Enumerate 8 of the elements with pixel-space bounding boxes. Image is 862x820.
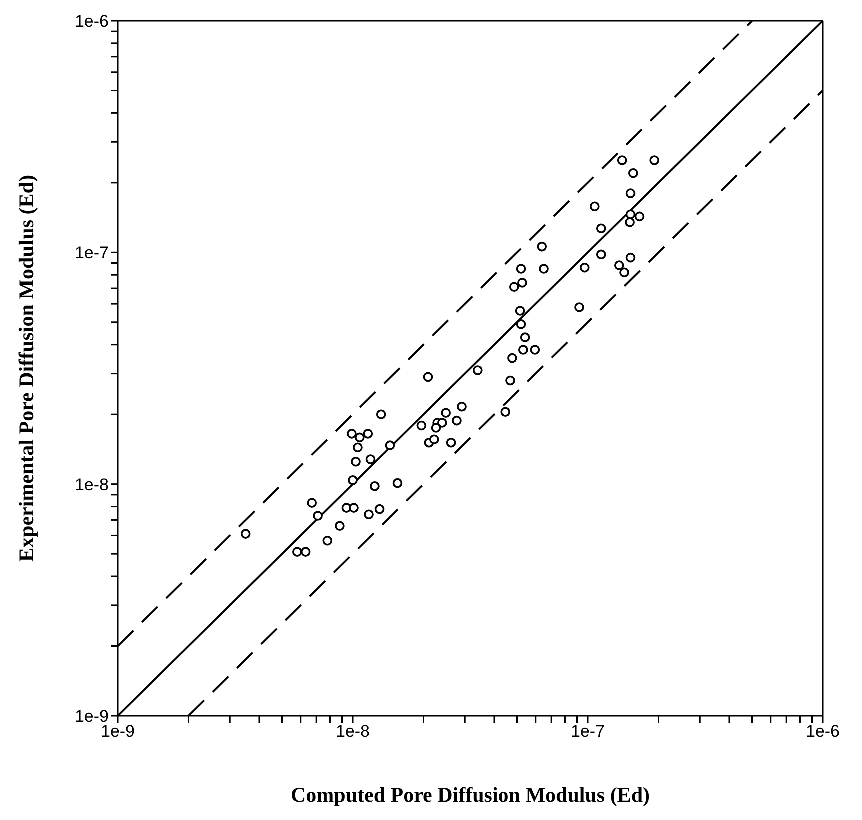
x-tick-label: 1e-8: [336, 722, 370, 742]
x-axis-title: Computed Pore Diffusion Modulus (Ed): [291, 783, 650, 807]
y-tick-label: 1e-7: [74, 244, 109, 263]
y-tick-label: 1e-8: [74, 475, 109, 494]
y-tick-label: 1e-6: [74, 12, 109, 32]
x-tick-label: 1e-6: [806, 722, 840, 742]
x-tick-label: 1e-7: [570, 722, 606, 742]
y-axis-title: Experimental Pore Diffusion Modulus (Ed): [14, 175, 38, 562]
